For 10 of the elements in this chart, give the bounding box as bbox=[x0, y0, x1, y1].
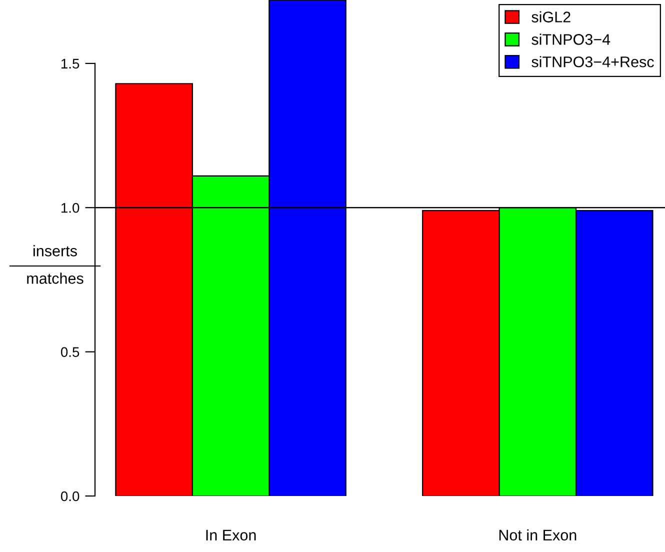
y-tick-label: 0.5 bbox=[60, 347, 80, 357]
legend-label: siGL2 bbox=[532, 11, 570, 22]
x-tick-label: In Exon bbox=[206, 530, 256, 541]
y-tick-label: 1.0 bbox=[61, 202, 80, 213]
y-axis-title: inserts matches bbox=[27, 245, 84, 284]
x-tick-label: Not in Exon bbox=[499, 529, 576, 541]
legend-label: siTNPO3−4 bbox=[532, 34, 610, 45]
y-tick-label: 1.5 bbox=[61, 58, 80, 69]
y-tick-label: 0.0 bbox=[60, 491, 80, 502]
legend-label: siTNPO3−4+Resc bbox=[532, 56, 654, 68]
